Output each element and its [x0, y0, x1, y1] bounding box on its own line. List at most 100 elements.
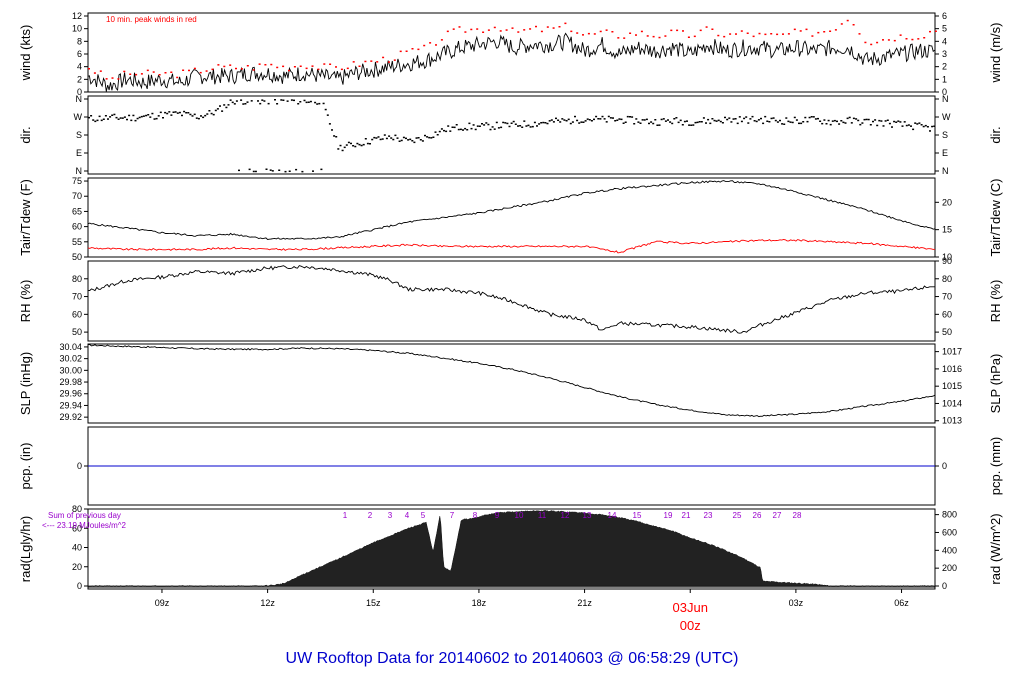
y-tick-label-left: 8	[77, 36, 82, 46]
wind-direction-point	[333, 135, 336, 137]
wind-direction-point	[760, 117, 762, 120]
wind-direction-point	[567, 118, 570, 121]
y-tick-label-right: N	[942, 166, 949, 176]
y-tick-label-left: 4	[77, 62, 82, 72]
wind-peak-point	[170, 71, 173, 73]
y-tick-label-right: 20	[942, 197, 952, 207]
wind-direction-point	[383, 134, 386, 136]
wind-peak-point	[476, 28, 479, 30]
solar-hour-marker: 13	[583, 511, 592, 520]
wind-direction-point	[390, 137, 393, 139]
wind-direction-point	[345, 144, 348, 146]
solar-hour-marker: 28	[793, 511, 802, 520]
wind-peak-point	[246, 65, 249, 67]
wind-direction-point	[223, 104, 226, 106]
wind-direction-point	[819, 120, 822, 122]
wind-direction-point	[821, 122, 824, 125]
wind-direction-point	[483, 124, 486, 126]
wind-direction-point	[293, 99, 295, 102]
wind-direction-point	[692, 124, 695, 126]
wind-peak-point	[864, 41, 867, 44]
wind-direction-point	[660, 118, 663, 121]
wind-direction-point	[557, 119, 560, 121]
y-tick-label-left: 10	[72, 24, 82, 34]
wind-direction-point	[88, 116, 90, 119]
wind-direction-point	[588, 119, 591, 121]
wind-direction-point	[411, 140, 414, 142]
wind-peak-point	[523, 29, 526, 31]
x-midnight-date: 03Jun	[673, 600, 708, 615]
wind-direction-point	[322, 102, 325, 105]
wind-direction-point	[314, 101, 317, 104]
y-axis-label-right: rad (W/m^2)	[988, 513, 1003, 584]
wind-direction-point	[191, 115, 194, 117]
wind-peak-point	[705, 26, 708, 28]
wind-peak-point	[282, 65, 285, 68]
wind-direction-point	[523, 120, 526, 122]
wind-direction-point	[176, 112, 179, 114]
wind-direction-point	[586, 118, 589, 120]
wind-direction-point	[267, 102, 270, 105]
wind-direction-point	[886, 119, 889, 121]
wind-direction-point	[337, 148, 340, 150]
wind-peak-point	[605, 29, 608, 31]
wind-direction-point	[377, 136, 380, 138]
wind-direction-point	[536, 125, 538, 127]
solar-hour-marker: 7	[450, 511, 455, 520]
y-axis-label-left: wind (kts)	[18, 25, 33, 82]
wind-direction-point	[517, 125, 519, 127]
wind-direction-point	[882, 125, 885, 127]
wind-peak-point	[729, 33, 732, 35]
wind-peak-point	[223, 65, 226, 68]
wind-peak-point	[346, 67, 349, 70]
y-tick-label-left: 0	[77, 461, 82, 471]
wind-direction-point	[371, 138, 374, 141]
wind-direction-point	[918, 122, 921, 124]
solar-hour-marker: 9	[495, 511, 500, 520]
wind-peak-point	[840, 23, 843, 25]
wind-peak-point	[446, 30, 449, 33]
wind-direction-point	[347, 141, 350, 144]
wind-direction-point	[428, 136, 431, 139]
wind-direction-point	[358, 143, 361, 146]
wind-direction-point	[464, 127, 467, 130]
wind-direction-point	[252, 170, 255, 173]
wind-direction-point	[457, 128, 460, 131]
wind-direction-point	[762, 122, 765, 125]
wind-direction-point	[493, 128, 496, 130]
wind-direction-point	[204, 114, 207, 117]
wind-direction-point	[859, 123, 862, 126]
wind-peak-point	[411, 48, 414, 50]
wind-direction-point	[542, 121, 545, 124]
wind-peak-point	[505, 29, 508, 31]
wind-direction-point	[356, 142, 359, 145]
wind-direction-point	[639, 122, 642, 124]
wind-direction-point	[768, 121, 771, 123]
wind-direction-point	[584, 120, 587, 122]
x-midnight-label: 00z	[680, 618, 701, 633]
wind-direction-point	[200, 115, 202, 117]
wind-peak-point	[188, 69, 190, 72]
wind-direction-point	[540, 122, 543, 124]
y-axis-label-left: dir.	[18, 126, 33, 143]
y-tick-label-left: 60	[72, 222, 82, 232]
wind-direction-point	[897, 120, 900, 122]
wind-direction-point	[202, 116, 205, 119]
wind-direction-point	[669, 121, 672, 123]
wind-direction-point	[495, 121, 498, 124]
wind-direction-point	[92, 119, 95, 121]
wind-direction-point	[698, 121, 701, 123]
wind-direction-point	[502, 121, 505, 124]
wind-direction-point	[142, 115, 145, 117]
wind-direction-point	[259, 102, 262, 105]
wind-direction-point	[724, 116, 726, 119]
y-tick-label-left: 60	[72, 309, 82, 319]
wind-peak-point	[823, 31, 826, 33]
wind-direction-point	[812, 116, 815, 118]
y-tick-label-right: 10	[942, 252, 952, 262]
wind-direction-point	[227, 104, 230, 106]
wind-direction-point	[643, 119, 646, 121]
wind-direction-point	[840, 120, 843, 122]
wind-direction-point	[263, 100, 266, 102]
wind-peak-point	[929, 30, 931, 33]
